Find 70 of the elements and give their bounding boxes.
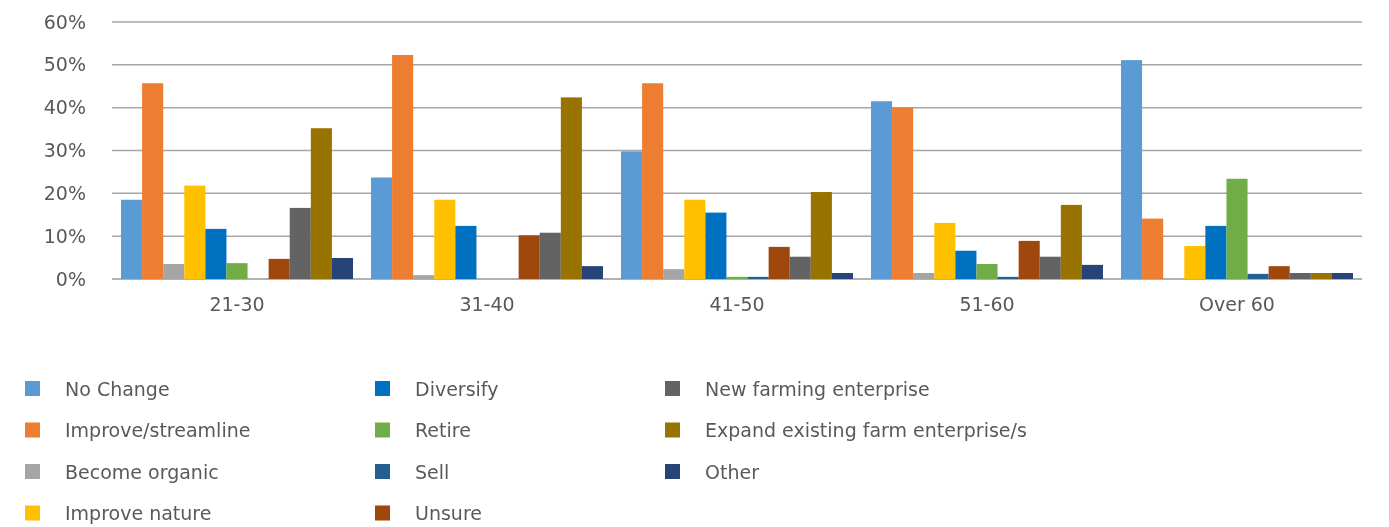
- bar: [455, 225, 477, 279]
- bar: [331, 258, 353, 279]
- bar: [1268, 266, 1290, 279]
- legend-label: Other: [705, 460, 760, 483]
- bar: [1247, 273, 1269, 279]
- bar: [934, 222, 956, 279]
- legend-label: Diversify: [415, 377, 499, 400]
- legend-label: No Change: [65, 377, 170, 400]
- y-tick-label: 50%: [43, 53, 86, 76]
- x-tick-label: 31-40: [459, 293, 515, 315]
- x-tick-label: 41-50: [709, 293, 765, 315]
- bar: [289, 207, 311, 279]
- bar: [184, 185, 206, 279]
- bar: [892, 107, 914, 279]
- bar: [1310, 273, 1332, 279]
- bar: [1018, 240, 1040, 279]
- legend-label: Improve/streamline: [65, 419, 251, 442]
- y-tick-label: 40%: [43, 96, 86, 119]
- y-tick-label: 60%: [43, 10, 86, 33]
- bar: [1121, 60, 1143, 279]
- bar: [684, 199, 706, 279]
- y-tick-label: 20%: [43, 181, 86, 204]
- bar: [121, 199, 143, 279]
- legend-label: New farming enterprise: [705, 377, 930, 400]
- bar: [1331, 273, 1353, 279]
- bar: [955, 250, 977, 279]
- x-tick-label: Over 60: [1199, 293, 1275, 315]
- bar: [560, 97, 582, 279]
- bar: [518, 235, 540, 279]
- legend-label: Unsure: [415, 502, 482, 525]
- bar: [789, 256, 811, 279]
- legend-label: Improve nature: [65, 502, 212, 525]
- legend-label: Sell: [415, 460, 450, 483]
- x-tick-label: 21-30: [209, 293, 265, 315]
- bar: [997, 276, 1019, 279]
- bar: [371, 177, 393, 279]
- bar: [539, 232, 561, 279]
- bar: [1184, 246, 1206, 279]
- bar: [1039, 256, 1061, 279]
- bar: [1060, 204, 1082, 279]
- bar: [621, 151, 643, 279]
- bar: [1226, 178, 1248, 279]
- bar: [1081, 264, 1103, 279]
- bar: [142, 83, 164, 279]
- bar: [768, 246, 790, 279]
- y-tick-label: 0%: [55, 267, 86, 290]
- bar: [831, 273, 853, 279]
- bar: [226, 263, 248, 279]
- y-tick-label: 30%: [43, 139, 86, 162]
- bar: [976, 264, 998, 279]
- bar: [1205, 225, 1227, 279]
- bar: [392, 54, 414, 279]
- bar: [747, 276, 769, 279]
- bar: [268, 258, 290, 279]
- bar: [581, 266, 603, 279]
- bar: [726, 276, 748, 279]
- legend-label: Retire: [415, 419, 471, 442]
- x-tick-label: 51-60: [959, 293, 1015, 315]
- legend-label: Expand existing farm enterprise/s: [705, 419, 1027, 442]
- bar: [1289, 273, 1311, 279]
- bar: [1142, 218, 1164, 279]
- legend-label: Become organic: [65, 460, 219, 483]
- y-tick-label: 10%: [43, 224, 86, 247]
- bar: [310, 128, 332, 279]
- bar: [205, 228, 227, 279]
- bar: [705, 212, 727, 279]
- bar: [810, 192, 832, 279]
- bar: [434, 199, 456, 279]
- bar: [871, 101, 893, 279]
- bar: [642, 83, 664, 279]
